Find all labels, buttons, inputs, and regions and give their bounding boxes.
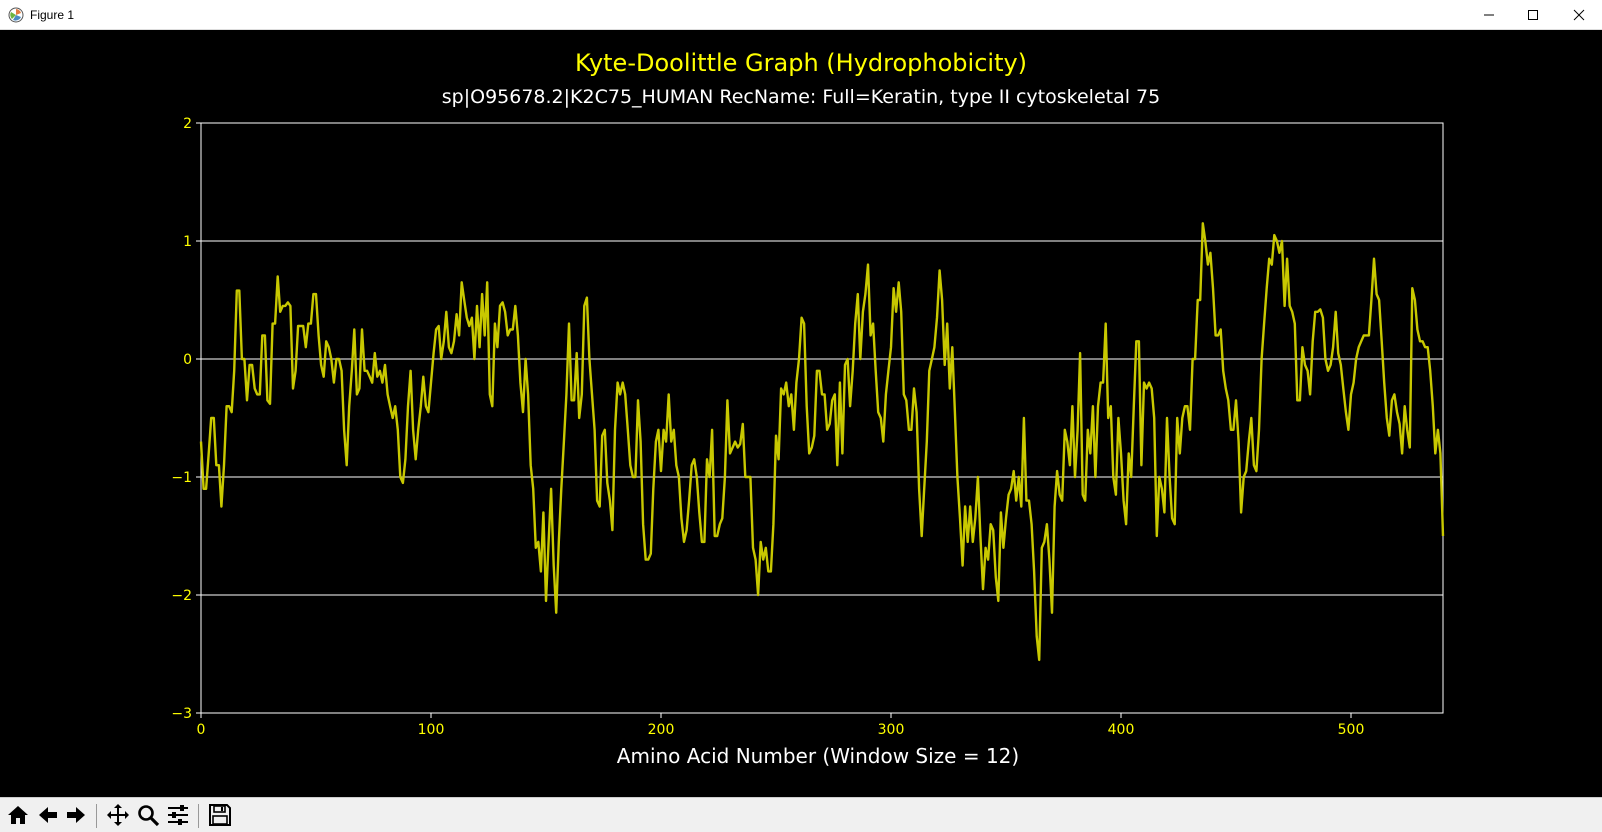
toolbar-separator (198, 804, 199, 828)
maximize-button[interactable] (1510, 0, 1556, 30)
zoom-button[interactable] (134, 801, 162, 829)
forward-button[interactable] (62, 801, 90, 829)
minimize-button[interactable] (1466, 0, 1512, 30)
x-tick-label: 500 (1338, 722, 1365, 738)
back-arrow-icon (39, 807, 57, 823)
configure-subplots-button[interactable] (164, 801, 192, 829)
pan-icon (107, 804, 129, 826)
y-tick-label: 2 (183, 116, 192, 132)
figure-canvas[interactable]: Kyte-Doolittle Graph (Hydrophobicity) sp… (0, 30, 1602, 797)
matplotlib-icon (8, 7, 24, 23)
close-button[interactable] (1556, 0, 1602, 30)
axis-ticks: −3 −2 −1 0 1 2 0 100 200 300 400 500 (171, 116, 1364, 738)
chart-title: Kyte-Doolittle Graph (Hydrophobicity) (575, 49, 1027, 77)
x-tick-label: 300 (878, 722, 905, 738)
window-titlebar: Figure 1 (0, 0, 1602, 30)
window-title: Figure 1 (30, 8, 75, 22)
x-tick-label: 100 (418, 722, 445, 738)
x-tick-label: 400 (1108, 722, 1135, 738)
y-tick-label: 0 (183, 352, 192, 368)
y-tick-label: −2 (171, 588, 192, 604)
y-tick-label: −3 (171, 706, 192, 722)
save-button[interactable] (206, 801, 234, 829)
configure-subplots-icon (168, 805, 188, 825)
y-tick-label: 1 (183, 234, 192, 250)
home-button[interactable] (4, 801, 32, 829)
save-icon (209, 804, 231, 826)
home-icon (8, 806, 28, 824)
maximize-icon (1528, 10, 1538, 20)
zoom-icon (138, 805, 160, 827)
close-icon (1573, 9, 1585, 21)
hydrophobicity-chart: Kyte-Doolittle Graph (Hydrophobicity) sp… (171, 49, 1445, 768)
chart-subtitle: sp|O95678.2|K2C75_HUMAN RecName: Full=Ke… (442, 86, 1160, 108)
forward-arrow-icon (67, 807, 85, 823)
navigation-toolbar (0, 797, 1602, 832)
grid-lines (201, 240, 1443, 596)
pan-button[interactable] (104, 801, 132, 829)
x-tick-label: 200 (648, 722, 675, 738)
y-tick-label: −1 (171, 470, 192, 486)
minimize-icon (1484, 14, 1494, 16)
x-axis-label: Amino Acid Number (Window Size = 12) (617, 744, 1019, 768)
x-tick-label: 0 (197, 722, 206, 738)
axes-frame (200, 122, 1444, 714)
toolbar-separator (96, 804, 97, 828)
hydrophobicity-line (199, 222, 1445, 662)
back-button[interactable] (34, 801, 62, 829)
